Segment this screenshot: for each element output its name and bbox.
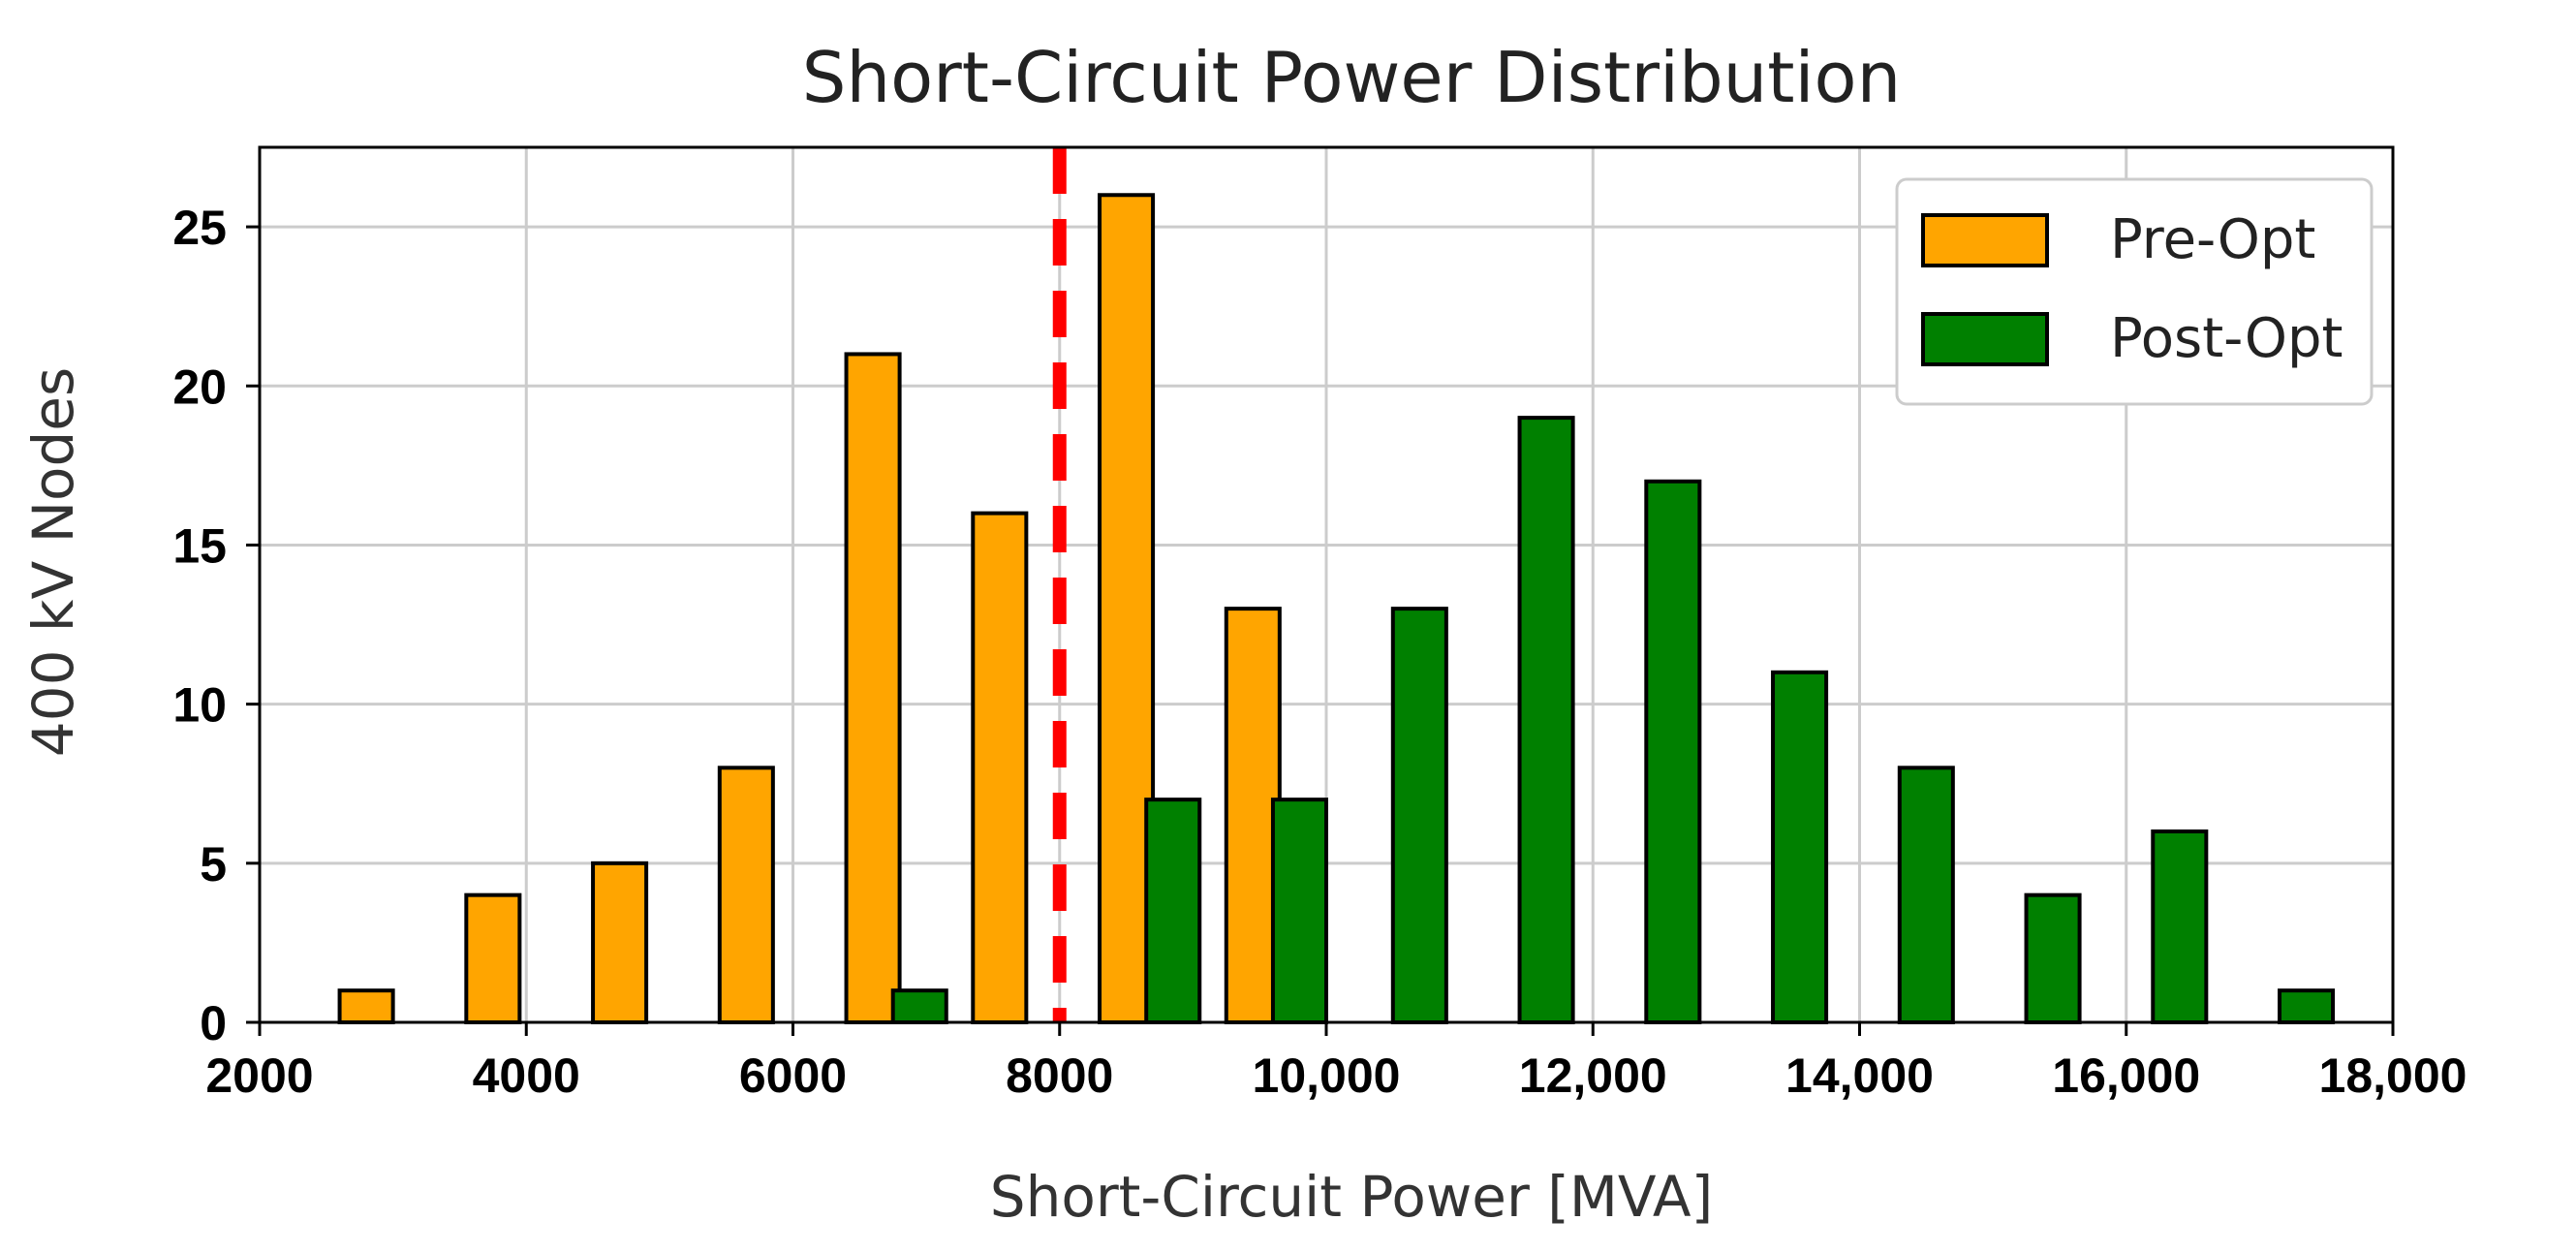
bar-pre-opt [971, 511, 1029, 1024]
y-axis-label: 400 kV Nodes [20, 367, 86, 757]
legend-swatch-pre-opt [1921, 213, 2049, 267]
legend-swatch-post-opt [1921, 312, 2049, 366]
bar-post-opt [1390, 607, 1448, 1024]
x-tick-label: 6000 [739, 1049, 847, 1103]
bar-post-opt [2024, 892, 2082, 1024]
x-tick-label: 10,000 [1253, 1049, 1401, 1103]
x-tick-label: 16,000 [2052, 1049, 2200, 1103]
bar-post-opt [1897, 766, 1955, 1024]
bar-pre-opt [464, 892, 522, 1024]
y-tick-label: 15 [172, 518, 227, 573]
bar-post-opt [1644, 479, 1702, 1025]
y-tick-label: 25 [172, 201, 227, 255]
x-tick-label: 14,000 [1785, 1049, 1934, 1103]
bar-post-opt [1517, 416, 1575, 1025]
bar-post-opt [1270, 798, 1328, 1024]
x-axis-ticks: 2000 4000 6000 8000 10,000 12,000 14,000 16,000… [205, 1022, 2467, 1103]
bar-post-opt [2278, 988, 2336, 1024]
y-tick-label: 20 [172, 360, 227, 414]
bar-pre-opt [591, 861, 649, 1024]
y-axis-ticks: 0 5 10 15 20 25 [172, 201, 260, 1050]
legend-label-post-opt: Post-Opt [2110, 307, 2343, 370]
bars-group [337, 193, 2336, 1025]
legend-label-pre-opt: Pre-Opt [2110, 208, 2315, 271]
legend: Pre-Opt Post-Opt [1895, 177, 2374, 406]
bar-post-opt [890, 988, 948, 1024]
bar-post-opt [1771, 670, 1829, 1024]
x-tick-label: 4000 [473, 1049, 580, 1103]
bar-post-opt [2151, 829, 2209, 1024]
y-tick-label: 0 [200, 996, 227, 1050]
bar-post-opt [1144, 798, 1202, 1024]
chart-title: Short-Circuit Power Distribution [802, 37, 1901, 118]
x-tick-label: 2000 [205, 1049, 313, 1103]
bar-pre-opt [844, 352, 902, 1025]
x-tick-label: 8000 [1006, 1049, 1113, 1103]
x-tick-label: 12,000 [1519, 1049, 1667, 1103]
x-axis-label: Short-Circuit Power [MVA] [990, 1164, 1713, 1230]
y-tick-label: 10 [172, 678, 227, 733]
bar-pre-opt [717, 766, 775, 1024]
x-tick-label: 18,000 [2319, 1049, 2467, 1103]
bar-pre-opt [337, 988, 395, 1024]
y-tick-label: 5 [200, 837, 227, 892]
